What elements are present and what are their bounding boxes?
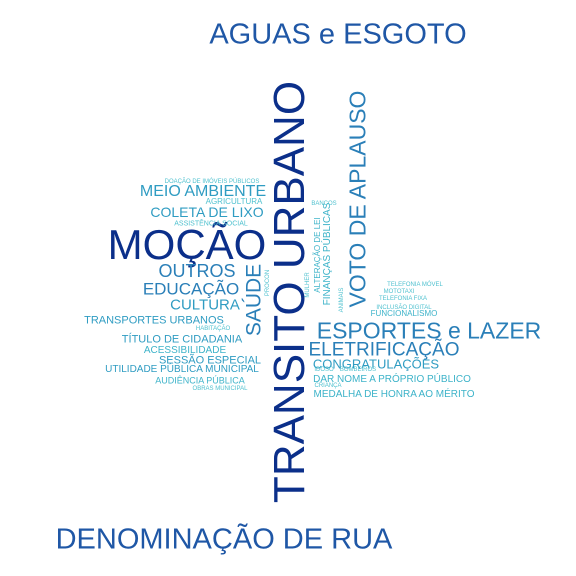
word-telefonia-fixa: TELEFONIA FIXA (378, 296, 428, 302)
word-titulo-de-cidadania: TÍTULO DE CIDADANIA (121, 333, 243, 346)
word-financas-publicas: FINANÇAS PÚBLICAS (322, 202, 333, 306)
word-bancos: BANCOS (311, 201, 337, 207)
word-procon: PROCON (265, 269, 271, 297)
word-cultura: CULTURA (170, 296, 240, 314)
word-obras-municipal: OBRAS MUNICIPAL (192, 386, 248, 392)
word-mototaxi: MOTOTAXI (383, 289, 415, 295)
word-outros: OUTROS (158, 261, 236, 281)
word-utilidade-publica-municipal: UTILIDADE PÚBLICA MUNICIPAL (105, 364, 259, 375)
word-acessibilidade: ACESSIBILIDADE (143, 345, 227, 356)
word-denominacao-de-rua: DENOMINAÇÃO DE RUA (55, 523, 393, 556)
word-aguas-e-esgoto: AGUAS e ESGOTO (209, 18, 467, 51)
word-sessao-especial: SESSÃO ESPECIAL (158, 354, 262, 367)
word-eletrificacao: ELETRIFICAÇÃO (308, 339, 460, 361)
word-inclusao-digital: INCLUSÃO DIGITAL (376, 305, 432, 311)
word-assistencia-social: ASSISTÊNCIA SOCIAL (174, 220, 248, 228)
word-funcionalismo: FUNCIONALISMO (370, 309, 438, 318)
word-idoso: IDOSO (314, 367, 334, 373)
word-animais: ANIMAIS (339, 287, 345, 313)
word-alteracao-de-lei: ALTERAÇÃO DE LEI (313, 217, 322, 293)
word-educacao: EDUCAÇÃO (142, 279, 240, 299)
word-audiencia-publica: AUDIÊNCIA PÚBLICA (155, 375, 245, 386)
word-doacao-de-imoveis: DOAÇÃO DE IMÓVEIS PÚBLICOS (164, 179, 260, 185)
word-habitacao: HABITAÇÃO (195, 326, 231, 332)
word-telefonia-movel: TELEFONIA MÓVEL (387, 282, 443, 288)
word-congratulacoes: CONGRATULAÇÕES (312, 356, 440, 372)
word-transportes-urbanos: TRANSPORTES URBANOS (84, 314, 224, 327)
word-esportes-e-lazer: ESPORTES e LAZER (316, 317, 542, 344)
word-voto-de-aplauso: VOTO DE APLAUSO (344, 90, 371, 308)
word-mulher: MULHER (305, 272, 311, 298)
word-agricultura: AGRICULTURA (205, 197, 263, 206)
word-mocao: MOÇÃO (107, 221, 267, 268)
word-crianca: CRIANÇA (314, 383, 342, 389)
word-bombeiros: BOMBEIROS (339, 367, 377, 373)
word-medalha-de-honra: MEDALHA DE HONRA AO MÉRITO (313, 389, 475, 400)
word-meio-ambiente: MEIO AMBIENTE (139, 183, 267, 200)
word-coleta-de-lixo: COLETA DE LIXO (150, 204, 264, 220)
word-dar-nome: DAR NOME A PRÓPRIO PÚBLICO (313, 374, 471, 385)
word-saude: SAÚDE (242, 263, 266, 337)
